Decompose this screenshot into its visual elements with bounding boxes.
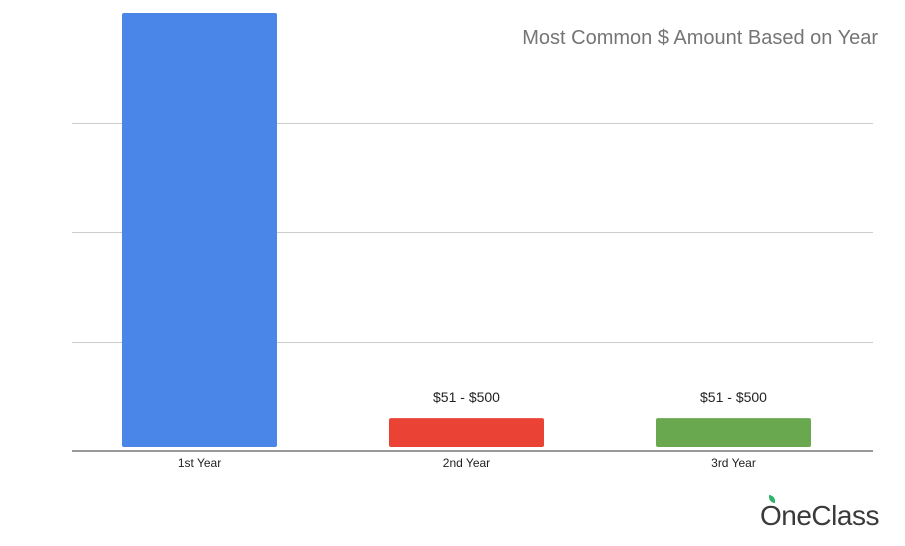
x-tick-label-2: 2nd Year <box>443 456 490 470</box>
x-tick-label-1: 1st Year <box>178 456 221 470</box>
oneclass-logo: OneClass <box>760 495 879 532</box>
logo-text: OneClass <box>760 500 879 531</box>
chart-title: Most Common $ Amount Based on Year <box>522 27 878 49</box>
data-label-2: $51 - $500 <box>433 389 500 405</box>
x-tick-label-3: 3rd Year <box>711 456 756 470</box>
bar-3 <box>656 418 811 447</box>
leaf-icon <box>769 495 775 503</box>
bar-2 <box>389 418 544 447</box>
data-labels: $2001 - $5000$51 - $500$51 - $500 <box>433 389 767 405</box>
data-label-3: $51 - $500 <box>700 389 767 405</box>
bar-1 <box>122 13 277 447</box>
bars <box>122 13 811 447</box>
x-tick-labels: 1st Year 2nd Year 3rd Year <box>178 456 756 470</box>
